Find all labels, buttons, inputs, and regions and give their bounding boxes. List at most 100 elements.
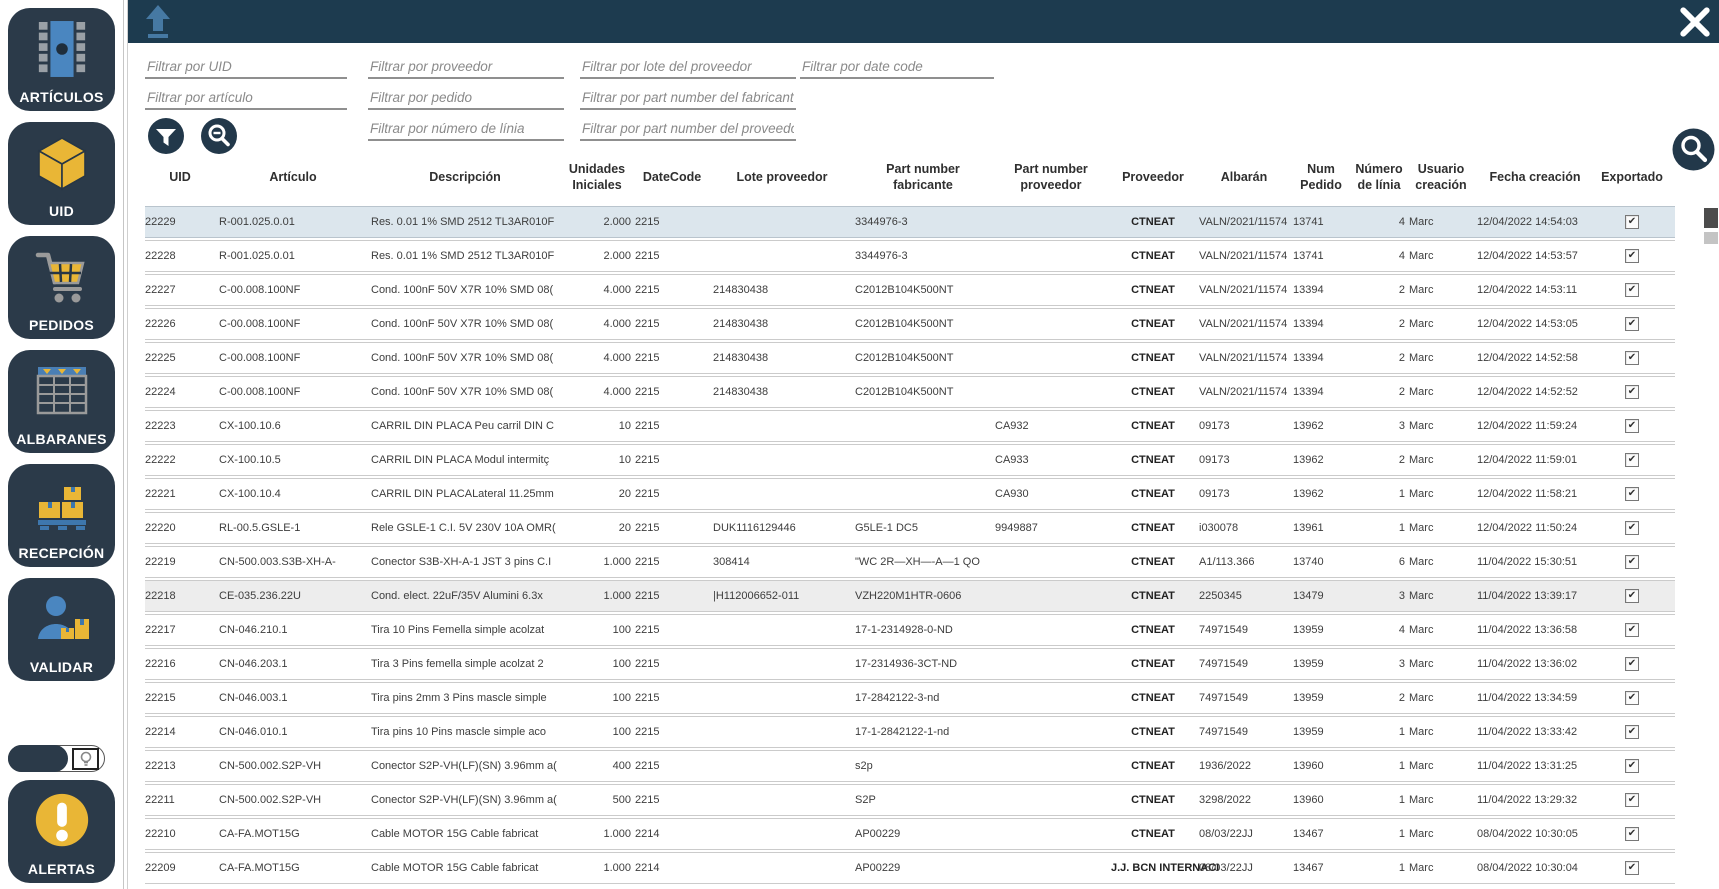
table-row[interactable]: 22216 CN-046.203.1 Tira 3 Pins femella sim… bbox=[145, 648, 1675, 680]
sidebar-item-validar[interactable]: VALIDAR bbox=[8, 578, 115, 681]
filter-uid-input[interactable] bbox=[145, 56, 347, 79]
filter-date-code-input[interactable] bbox=[800, 56, 994, 79]
table-row[interactable]: 22224 C-00.008.100NF Cond. 100nF 50V X7R 1… bbox=[145, 376, 1675, 408]
exportado-checkbox[interactable]: ✔ bbox=[1625, 555, 1639, 569]
column-header[interactable]: Artículo bbox=[269, 169, 317, 184]
sidebar-item-albaranes[interactable]: ALBARANES bbox=[8, 350, 115, 453]
exportado-checkbox[interactable]: ✔ bbox=[1625, 521, 1639, 535]
exportado-checkbox[interactable]: ✔ bbox=[1625, 759, 1639, 773]
exportado-checkbox[interactable]: ✔ bbox=[1625, 283, 1639, 297]
table-row[interactable]: 22222 CX-100.10.5 CARRIL DIN PLACA Modul i… bbox=[145, 444, 1675, 476]
exportado-checkbox[interactable]: ✔ bbox=[1625, 453, 1639, 467]
column-header[interactable]: Unidades Iniciales bbox=[568, 162, 626, 192]
table-cell: 13959 bbox=[1293, 624, 1324, 636]
sidebar-item-alertas[interactable]: ALERTAS bbox=[8, 780, 115, 883]
table-cell: R-001.025.0.01 bbox=[219, 216, 295, 228]
exportado-checkbox[interactable]: ✔ bbox=[1625, 725, 1639, 739]
table-cell: 1 bbox=[1398, 488, 1405, 500]
column-header[interactable]: Exportado bbox=[1601, 169, 1663, 184]
table-cell: 13741 bbox=[1293, 216, 1324, 228]
table-cell: 2215 bbox=[635, 318, 660, 330]
search-icon[interactable] bbox=[1672, 128, 1715, 176]
exportado-checkbox[interactable]: ✔ bbox=[1625, 589, 1639, 603]
table-row[interactable]: 22210 CA-FA.MOT15G Cable MOTOR 15G Cable f… bbox=[145, 818, 1675, 850]
table-row[interactable]: 22218 CE-035.236.22U Cond. elect. 22uF/35V… bbox=[145, 580, 1675, 612]
exportado-checkbox[interactable]: ✔ bbox=[1625, 487, 1639, 501]
table-cell: ✔ bbox=[1597, 691, 1667, 705]
close-icon[interactable] bbox=[1679, 6, 1711, 38]
table-row[interactable]: 22223 CX-100.10.6 CARRIL DIN PLACA Peu car… bbox=[145, 410, 1675, 442]
exportado-checkbox[interactable]: ✔ bbox=[1625, 861, 1639, 875]
exportado-checkbox[interactable]: ✔ bbox=[1625, 623, 1639, 637]
column-header[interactable]: Part number proveedor bbox=[1014, 162, 1088, 192]
exportado-checkbox[interactable]: ✔ bbox=[1625, 657, 1639, 671]
table-cell: 13962 bbox=[1293, 488, 1324, 500]
filter-articulo-input[interactable] bbox=[145, 87, 347, 110]
table-row[interactable]: 22214 CN-046.010.1 Tira pins 10 Pins mascl… bbox=[145, 716, 1675, 748]
table-cell: CARRIL DIN PLACA Modul intermitç bbox=[371, 454, 550, 466]
filter-part-number-proveedor-input[interactable] bbox=[580, 118, 796, 141]
sidebar-item-recepcion[interactable]: RECEPCIÓN bbox=[8, 464, 115, 567]
table-cell: 13479 bbox=[1293, 590, 1324, 602]
exportado-checkbox[interactable]: ✔ bbox=[1625, 317, 1639, 331]
table-row[interactable]: 22229 R-001.025.0.01 Res. 0.01 1% SMD 2512… bbox=[145, 206, 1675, 238]
table-cell: CTNEAT bbox=[1131, 318, 1175, 330]
column-header[interactable]: Lote proveedor bbox=[736, 169, 828, 184]
column-header[interactable]: DateCode bbox=[642, 169, 702, 184]
table-cell: 1 bbox=[1398, 828, 1405, 840]
table-cell: CN-046.003.1 bbox=[219, 692, 288, 704]
exportado-checkbox[interactable]: ✔ bbox=[1625, 215, 1639, 229]
column-header[interactable]: Albarán bbox=[1220, 169, 1268, 184]
filter-part-number-fabricante-input[interactable] bbox=[580, 87, 796, 110]
table-cell: CTNEAT bbox=[1131, 794, 1175, 806]
column-header[interactable]: Descripción bbox=[429, 169, 501, 184]
table-row[interactable]: 22209 CA-FA.MOT15G Cable MOTOR 15G Cable f… bbox=[145, 852, 1675, 884]
scrollbar-button[interactable] bbox=[1704, 208, 1718, 228]
exportado-checkbox[interactable]: ✔ bbox=[1625, 385, 1639, 399]
table-row[interactable]: 22215 CN-046.003.1 Tira pins 2mm 3 Pins ma… bbox=[145, 682, 1675, 714]
table-row[interactable]: 22211 CN-500.002.S2P-VH Conector S2P-VH(LF… bbox=[145, 784, 1675, 816]
column-header[interactable]: UID bbox=[169, 169, 191, 184]
sidebar-item-pedidos[interactable]: PEDIDOS bbox=[8, 236, 115, 339]
table-cell: 22213 bbox=[145, 760, 176, 772]
column-header[interactable]: Fecha creación bbox=[1489, 169, 1581, 184]
zoom-out-icon[interactable] bbox=[200, 117, 238, 160]
filter-lote-proveedor-input[interactable] bbox=[580, 56, 796, 79]
table-row[interactable]: 22221 CX-100.10.4 CARRIL DIN PLACALateral … bbox=[145, 478, 1675, 510]
filter-numero-linia-input[interactable] bbox=[368, 118, 564, 141]
filter-pedido-input[interactable] bbox=[368, 87, 564, 110]
column-header[interactable]: Num Pedido bbox=[1300, 162, 1342, 192]
table-row[interactable]: 22225 C-00.008.100NF Cond. 100nF 50V X7R 1… bbox=[145, 342, 1675, 374]
table-cell: 1 bbox=[1398, 522, 1405, 534]
column-header[interactable]: Usuario creación bbox=[1415, 162, 1467, 192]
column-header[interactable]: Part number fabricante bbox=[886, 162, 960, 192]
table-cell: A1/113.366 bbox=[1199, 556, 1255, 568]
column-header[interactable]: Proveedor bbox=[1122, 169, 1184, 184]
table-row[interactable]: 22213 CN-500.002.S2P-VH Conector S2P-VH(LF… bbox=[145, 750, 1675, 782]
exportado-checkbox[interactable]: ✔ bbox=[1625, 351, 1639, 365]
upload-arrow-icon[interactable] bbox=[142, 4, 176, 40]
table-row[interactable]: 22217 CN-046.210.1 Tira 10 Pins Femella si… bbox=[145, 614, 1675, 646]
table-cell: 2.000 bbox=[603, 216, 631, 228]
filter-proveedor-input[interactable] bbox=[368, 56, 564, 79]
light-mode-toggle[interactable] bbox=[8, 745, 105, 772]
table-cell: 22222 bbox=[145, 454, 176, 466]
table-row[interactable]: 22226 C-00.008.100NF Cond. 100nF 50V X7R 1… bbox=[145, 308, 1675, 340]
table-row[interactable]: 22219 CN-500.003.S3B-XH-A- Conector S3B-XH… bbox=[145, 546, 1675, 578]
scrollbar-thumb[interactable] bbox=[1704, 232, 1718, 244]
exportado-checkbox[interactable]: ✔ bbox=[1625, 691, 1639, 705]
exportado-checkbox[interactable]: ✔ bbox=[1625, 419, 1639, 433]
exportado-checkbox[interactable]: ✔ bbox=[1625, 827, 1639, 841]
column-header[interactable]: Número de línia bbox=[1355, 162, 1403, 192]
exportado-checkbox[interactable]: ✔ bbox=[1625, 793, 1639, 807]
exportado-checkbox[interactable]: ✔ bbox=[1625, 249, 1639, 263]
sidebar-item-articulos[interactable]: ARTÍCULOS bbox=[8, 8, 115, 111]
sidebar-item-label: PEDIDOS bbox=[28, 317, 95, 333]
table-row[interactable]: 22227 C-00.008.100NF Cond. 100nF 50V X7R 1… bbox=[145, 274, 1675, 306]
funnel-icon[interactable] bbox=[147, 117, 185, 160]
table-cell: 214830438 bbox=[713, 386, 769, 398]
table-row[interactable]: 22228 R-001.025.0.01 Res. 0.01 1% SMD 2512… bbox=[145, 240, 1675, 272]
table-row[interactable]: 22220 RL-00.5.GSLE-1 Rele GSLE-1 C.I. 5V 2… bbox=[145, 512, 1675, 544]
sidebar-item-uid[interactable]: UID bbox=[8, 122, 115, 225]
table-cell: ✔ bbox=[1597, 861, 1667, 875]
